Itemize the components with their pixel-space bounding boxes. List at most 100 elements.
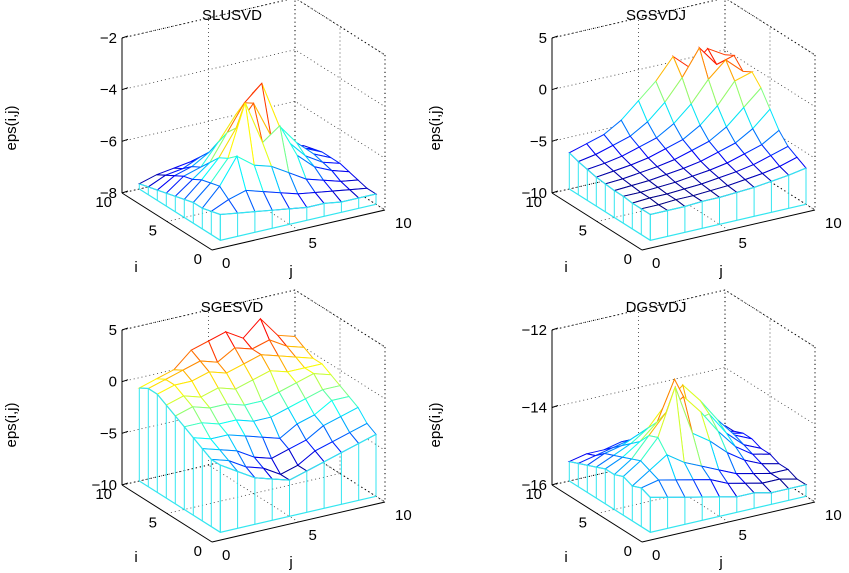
- surface-front-edge: [568, 152, 651, 216]
- z-tick: [551, 405, 559, 408]
- j-tick-label: 5: [309, 527, 317, 544]
- j-tick-label: 5: [309, 235, 317, 252]
- z-tick: [121, 35, 129, 39]
- j-tick-label: 5: [739, 527, 747, 544]
- z-axis-label: eps(i,j): [3, 105, 20, 150]
- z-axis-label: eps(i,j): [3, 402, 20, 447]
- z-tick: [121, 430, 129, 434]
- chart-title: DGSVDJ: [626, 299, 687, 316]
- z-gridline: [551, 289, 816, 348]
- z-gridline: [121, 289, 386, 348]
- z-tick: [551, 327, 559, 331]
- j-axis-line: [641, 501, 816, 543]
- surface-front-edge: [139, 183, 221, 216]
- z-tick: [121, 190, 129, 194]
- j-axis-label: j: [718, 263, 722, 280]
- j-tick-label: 10: [395, 507, 412, 524]
- surface-skirt: [138, 183, 377, 241]
- surface-skirt: [568, 152, 807, 241]
- surface-skirt: [138, 388, 377, 533]
- i-tick-label: 0: [624, 543, 632, 560]
- z-tick-label: −4: [100, 82, 117, 99]
- z-gridline: [121, 444, 386, 503]
- j-tick-label: 10: [395, 215, 412, 232]
- j-tick-label: 5: [739, 235, 747, 252]
- z-gridline: [551, 367, 816, 425]
- surface-mesh: [567, 377, 808, 498]
- j-tick-label: 0: [222, 547, 230, 564]
- i-axis-label: i: [134, 259, 137, 276]
- z-tick-label: −10: [522, 185, 547, 202]
- z-tick: [121, 379, 129, 383]
- z-gridline: [121, 49, 386, 108]
- skirt-base: [568, 188, 807, 241]
- z-tick: [551, 138, 559, 142]
- subplot-sgsvdj: SGSVDJ −10 −5 0 5 0 5 10 0 5 10 eps(i,j) i j: [427, 0, 842, 280]
- subplot-sgesvd: SGESVD −10 −5 0 5 0 5 10 0 5 10 eps(i,j) i j: [3, 289, 412, 571]
- j-axis-label: j: [718, 554, 722, 571]
- j-axis-line: [211, 209, 386, 251]
- z-gridline: [121, 100, 386, 159]
- j-tick-label: 0: [222, 255, 230, 272]
- i-tick-label: 0: [624, 251, 632, 268]
- subplot-slusvd: SLUSVD −8 −6 −4 −2 0 5 10 0 5 10 eps(i,j) i j: [3, 0, 412, 280]
- z-tick: [121, 327, 129, 331]
- z-tick: [551, 35, 559, 39]
- chart-title: SGESVD: [201, 299, 264, 316]
- surface-mesh: [568, 46, 807, 216]
- surface-mesh: [138, 82, 378, 216]
- z-gridline: [551, 0, 816, 56]
- skirt-base: [568, 480, 807, 533]
- surface-front-edge: [569, 461, 651, 498]
- i-tick-label: 5: [579, 515, 587, 532]
- j-axis-line: [641, 209, 816, 251]
- i-tick-label: 10: [525, 486, 542, 503]
- z-tick-label: −6: [100, 133, 117, 150]
- z-tick-label: 5: [109, 322, 117, 339]
- i-tick-label: 10: [95, 194, 112, 211]
- z-tick: [121, 138, 129, 142]
- floor-gridline: [166, 464, 341, 523]
- j-tick-label: 0: [652, 255, 660, 272]
- surface-front-edge: [139, 387, 221, 466]
- i-axis-label: i: [564, 259, 567, 276]
- z-gridline: [121, 341, 386, 400]
- surface-front-edge: [220, 193, 377, 216]
- i-tick-label: 0: [194, 251, 202, 268]
- z-tick: [551, 190, 559, 194]
- i-axis-label: i: [134, 549, 137, 566]
- z-tick-label: −5: [530, 133, 547, 150]
- z-tick-label: −5: [100, 425, 117, 442]
- z-tick-label: −14: [522, 400, 547, 417]
- j-tick-label: 10: [825, 215, 842, 232]
- i-tick-label: 0: [194, 543, 202, 560]
- i-axis-line: [121, 192, 213, 251]
- z-gridline: [121, 0, 386, 56]
- z-tick-label: 5: [539, 30, 547, 47]
- i-tick-label: 5: [149, 515, 157, 532]
- surface-mesh: [137, 317, 377, 481]
- chart-title: SLUSVD: [202, 7, 262, 24]
- surface-front-edge: [650, 484, 807, 498]
- z-gridline: [551, 49, 816, 108]
- skirt-base: [138, 188, 377, 241]
- z-tick: [551, 482, 559, 486]
- j-tick-label: 0: [652, 547, 660, 564]
- z-gridline: [551, 152, 816, 211]
- z-tick: [551, 87, 559, 91]
- chart-title: SGSVDJ: [626, 7, 686, 24]
- i-tick-label: 10: [95, 486, 112, 503]
- j-axis-label: j: [288, 554, 292, 571]
- i-tick-label: 5: [149, 223, 157, 240]
- i-axis-line: [551, 192, 643, 251]
- subplot-dgsvdj: DGSVDJ −16 −14 −12 0 5 10 0 5 10 eps(i,j) i j: [427, 289, 842, 571]
- z-axis-label: eps(i,j): [427, 402, 444, 447]
- skirt-base: [138, 480, 377, 533]
- z-tick: [121, 482, 129, 486]
- z-tick-label: 0: [109, 374, 117, 391]
- i-tick-label: 5: [579, 223, 587, 240]
- z-tick-label: −16: [522, 477, 547, 494]
- j-axis-label: j: [288, 263, 292, 280]
- z-tick-label: −2: [100, 30, 117, 47]
